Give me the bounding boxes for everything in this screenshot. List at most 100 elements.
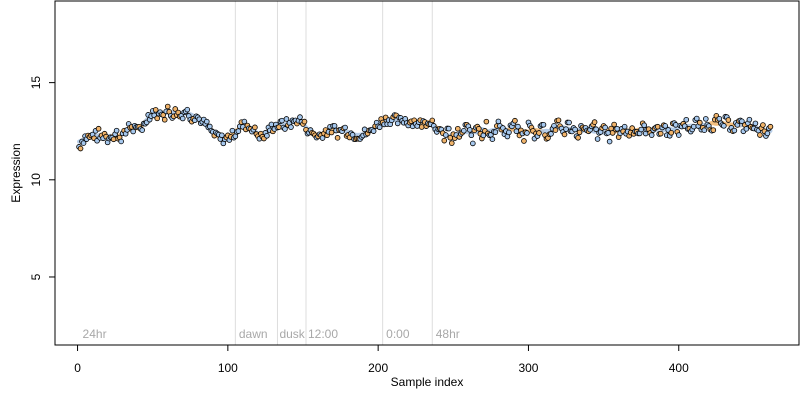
data-point — [152, 107, 159, 113]
data-point — [605, 130, 611, 136]
data-point — [342, 124, 348, 131]
data-point — [662, 123, 669, 129]
data-point — [370, 128, 377, 134]
data-point — [279, 117, 285, 124]
data-point — [710, 127, 717, 133]
reference-annotation: dawn — [239, 327, 268, 341]
data-point — [235, 128, 242, 134]
data-point — [594, 136, 601, 142]
data-point — [675, 132, 682, 138]
data-point — [701, 127, 708, 133]
data-point — [331, 123, 338, 129]
data-point — [154, 115, 161, 122]
data-point — [690, 123, 697, 130]
data-point — [548, 131, 554, 137]
data-point — [515, 123, 521, 130]
data-point — [693, 115, 700, 122]
data-point — [609, 130, 616, 136]
y-tick-label: 10 — [29, 173, 43, 187]
data-point — [252, 124, 258, 131]
data-point — [301, 118, 308, 125]
data-point — [621, 123, 628, 130]
data-point — [566, 119, 572, 126]
x-axis: 0 100 200 300 400 — [74, 344, 689, 375]
data-point — [654, 123, 661, 130]
reference-annotation: 24hr — [83, 327, 107, 341]
data-point — [161, 116, 168, 123]
x-tick-label: 300 — [518, 361, 538, 375]
reference-lines — [234, 1, 433, 345]
data-point — [468, 132, 475, 139]
data-point — [448, 140, 455, 146]
data-point — [429, 117, 436, 124]
data-point — [461, 127, 467, 134]
data-point — [731, 127, 738, 134]
data-point — [629, 125, 635, 131]
plot-frame — [54, 0, 800, 346]
data-point — [492, 129, 499, 135]
data-point — [614, 125, 620, 132]
y-axis-title: Expression — [9, 143, 23, 202]
data-point — [480, 132, 487, 139]
data-point — [394, 120, 401, 127]
data-point — [641, 122, 647, 129]
data-point — [638, 126, 644, 133]
data-point — [483, 118, 490, 125]
y-tick-label: 5 — [29, 273, 43, 280]
data-point — [683, 116, 690, 123]
data-point — [512, 117, 518, 124]
data-point — [739, 118, 745, 125]
data-point — [164, 103, 171, 110]
reference-annotation: dusk — [279, 327, 305, 341]
data-point — [445, 125, 452, 132]
data-point — [276, 124, 282, 130]
data-point — [110, 136, 117, 143]
data-point — [470, 140, 476, 147]
data-point — [764, 130, 771, 137]
data-point — [752, 120, 759, 127]
data-point — [172, 106, 179, 112]
data-point — [268, 121, 275, 128]
data-point — [513, 128, 520, 135]
data-point — [672, 122, 679, 128]
reference-annotation: 0:00 — [386, 327, 410, 341]
data-point — [760, 122, 766, 128]
data-point — [467, 127, 473, 133]
data-point — [593, 126, 599, 133]
data-point — [184, 106, 191, 113]
x-tick-label: 100 — [218, 361, 238, 375]
data-point — [721, 123, 727, 129]
reference-annotations: 24hr dawn dusk 12:00 0:00 48hr — [83, 327, 460, 341]
data-point — [576, 129, 583, 136]
data-point — [179, 115, 186, 122]
data-point — [575, 134, 581, 141]
data-point — [476, 125, 482, 132]
data-point — [703, 116, 709, 122]
data-point — [219, 132, 225, 139]
data-point — [540, 121, 547, 128]
data-point — [95, 125, 102, 132]
data-point — [264, 132, 270, 139]
data-point — [229, 127, 236, 134]
data-point — [552, 127, 559, 133]
x-tick-label: 400 — [669, 361, 689, 375]
data-point — [746, 116, 753, 123]
data-point — [521, 138, 527, 144]
data-point — [495, 118, 502, 125]
data-point — [288, 124, 294, 130]
data-point — [767, 123, 774, 130]
data-point — [611, 121, 617, 128]
reference-annotation: 48hr — [436, 327, 460, 341]
data-point — [743, 126, 750, 132]
data-point — [130, 128, 136, 135]
data-point — [418, 124, 425, 130]
data-point — [241, 118, 248, 125]
data-point — [606, 138, 613, 145]
data-point — [725, 117, 732, 123]
data-point — [204, 118, 210, 125]
x-axis-title: Sample index — [391, 375, 464, 389]
data-point — [441, 137, 448, 144]
data-point — [555, 117, 562, 124]
